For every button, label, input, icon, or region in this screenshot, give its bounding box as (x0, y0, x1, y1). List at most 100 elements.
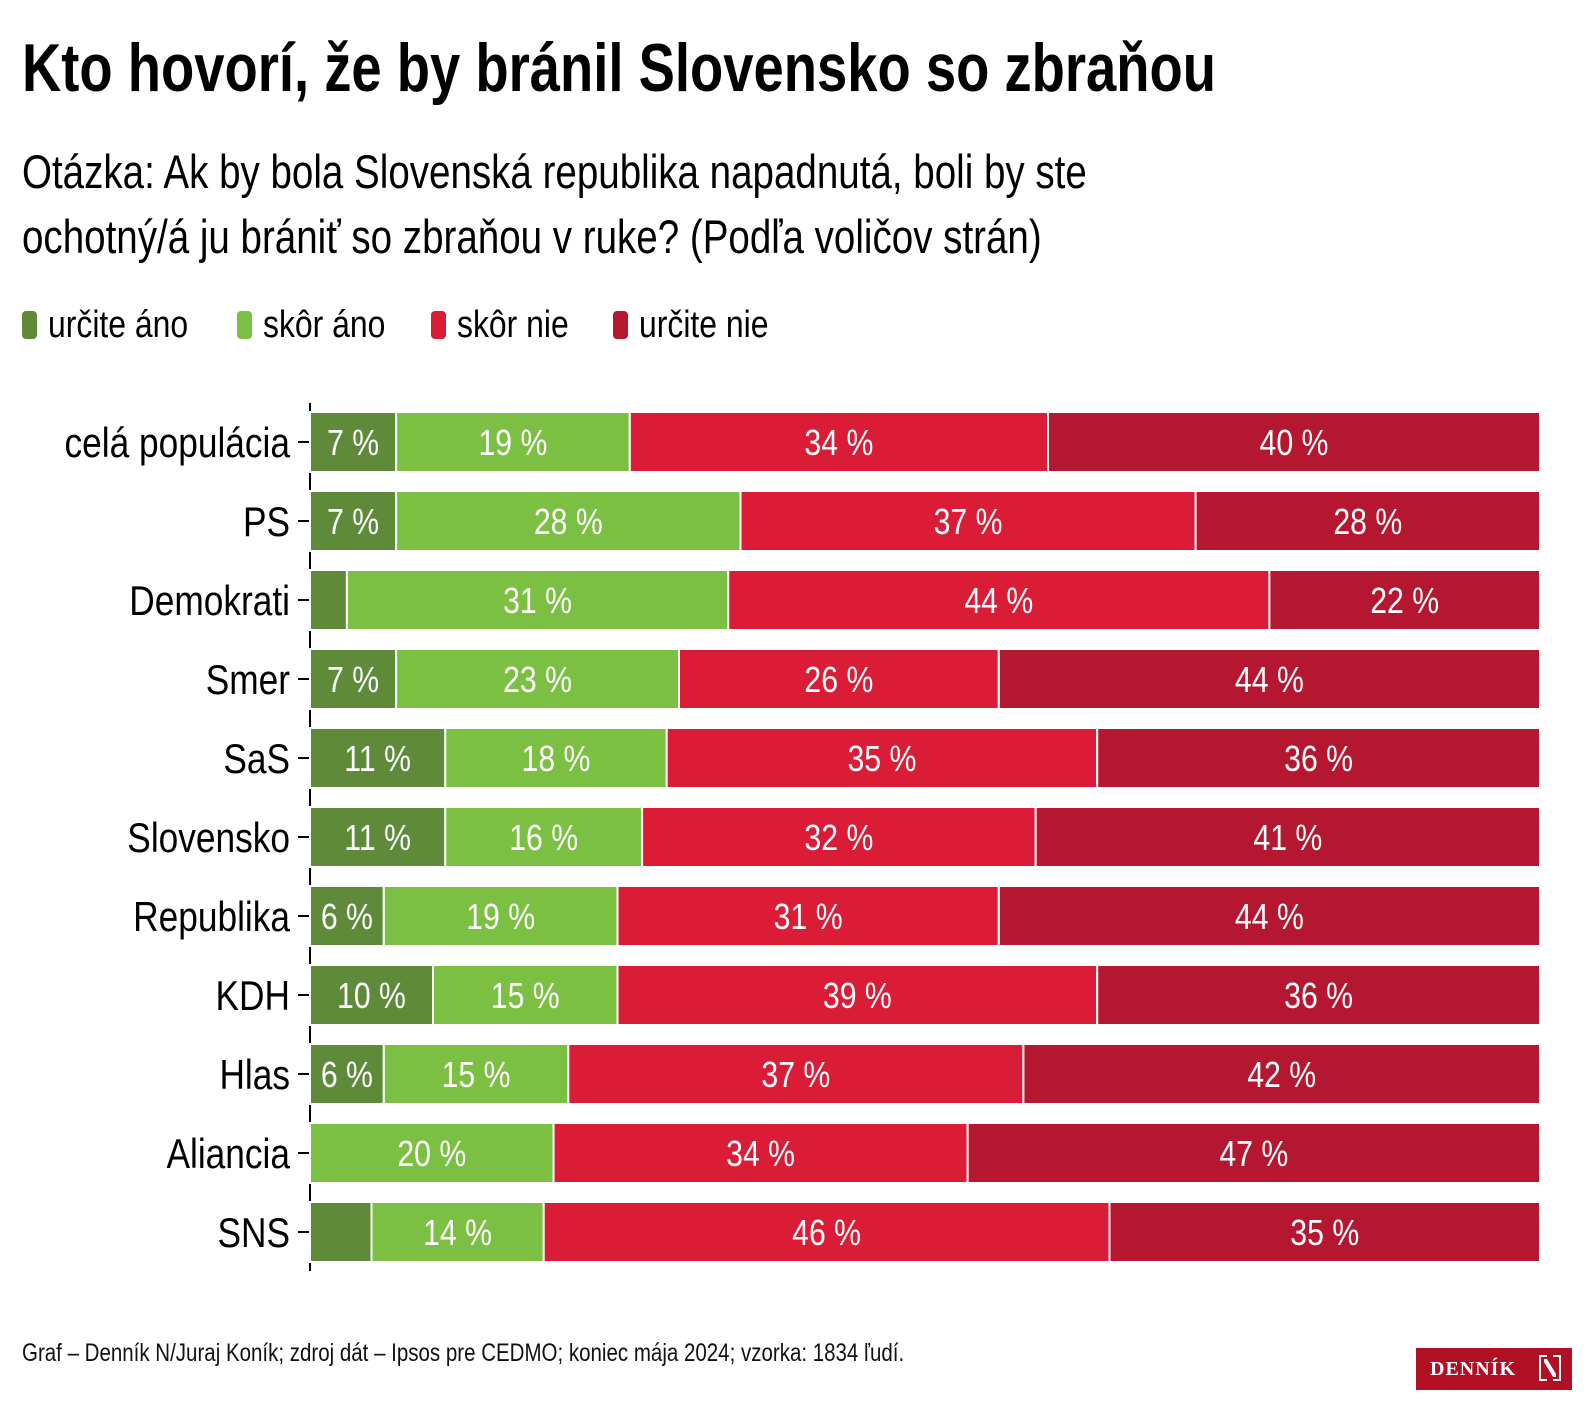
bar-segment (1096, 727, 1541, 789)
bar-segment (1108, 1201, 1541, 1263)
bar-segment (309, 411, 398, 473)
logo-n-mark-icon (1539, 1355, 1561, 1381)
bar-segment (309, 490, 398, 552)
bar-segment (382, 885, 619, 947)
bar-segment (309, 964, 434, 1026)
data-label: 44 % (964, 582, 1033, 622)
data-label: 31 % (774, 898, 843, 938)
data-label: 31 % (503, 582, 572, 622)
category-label: SNS (217, 1210, 290, 1257)
chart-subtitle-line-1: Otázka: Ak by bola Slovenská republika n… (22, 142, 1321, 202)
bar-segment (628, 411, 1049, 473)
data-label: 34 % (804, 424, 873, 464)
legend-label: skôr nie (457, 304, 569, 346)
bar-segment (382, 1043, 570, 1105)
data-label: 47 % (1219, 1135, 1288, 1175)
data-label: 44 % (1235, 661, 1304, 701)
category-label: Republika (133, 894, 290, 941)
bar-segment (1034, 806, 1541, 868)
bar-segment (309, 885, 385, 947)
category-label: PS (243, 499, 290, 546)
legend-label: skôr áno (263, 304, 386, 346)
data-label: 46 % (792, 1214, 861, 1254)
category-label: KDH (216, 973, 290, 1020)
bar-segment (395, 490, 742, 552)
bar-segment (997, 885, 1541, 947)
data-label: 15 % (442, 1056, 511, 1096)
data-label: 28 % (534, 503, 603, 543)
data-label: 36 % (1284, 977, 1353, 1017)
bar-segment (444, 806, 644, 868)
subtitle-text-2: ochotný/á ju brániť so zbraňou v ruke? (… (22, 210, 1042, 263)
bar-segment (727, 569, 1271, 631)
bar-segment (370, 1201, 545, 1263)
category-label: celá populácia (65, 420, 291, 467)
data-label: 36 % (1284, 740, 1353, 780)
bar-segment (542, 1201, 1111, 1263)
data-label: 19 % (466, 898, 535, 938)
category-label: Aliancia (167, 1131, 291, 1178)
data-label: 16 % (509, 819, 578, 859)
dennik-n-logo: DENNÍK (1416, 1348, 1572, 1390)
bar-segment (395, 648, 680, 710)
data-label: 35 % (847, 740, 916, 780)
data-label: 42 % (1247, 1056, 1316, 1096)
bar-segment (309, 806, 447, 868)
category-label: Slovensko (127, 815, 290, 862)
legend-swatch (237, 311, 252, 339)
legend-swatch (431, 311, 446, 339)
bar-segment (309, 1122, 555, 1184)
bar-segment (1022, 1043, 1541, 1105)
legend-label: určite áno (48, 304, 189, 346)
bar-segment (552, 1122, 969, 1184)
data-label: 10 % (337, 977, 406, 1017)
category-label: Hlas (219, 1052, 290, 1099)
data-label: 28 % (1333, 503, 1402, 543)
legend-swatch (613, 311, 628, 339)
data-label: 14 % (423, 1214, 492, 1254)
bar-segment (1096, 964, 1541, 1026)
data-label: 6 % (321, 898, 373, 938)
data-label: 11 % (344, 819, 411, 859)
legend-label: určite nie (639, 304, 769, 346)
data-label: 34 % (726, 1135, 795, 1175)
data-label: 7 % (327, 661, 379, 701)
chart-title-text: Kto hovorí, že by bránil Slovensko so zb… (22, 30, 1216, 106)
data-label: 22 % (1370, 582, 1439, 622)
logo-text: DENNÍK (1430, 1358, 1517, 1380)
bar-segment (309, 1201, 373, 1263)
chart-subtitle-line-2: ochotný/á ju brániť so zbraňou v ruke? (… (22, 207, 1266, 267)
data-label: 7 % (327, 424, 379, 464)
category-label: SaS (223, 736, 290, 783)
bar-segment (395, 411, 631, 473)
legend-swatch (22, 311, 37, 339)
data-label: 39 % (823, 977, 892, 1017)
data-label: 23 % (503, 661, 572, 701)
chart-title: Kto hovorí, že by bránil Slovensko so zb… (22, 28, 1514, 108)
subtitle-text-1: Otázka: Ak by bola Slovenská republika n… (22, 145, 1087, 198)
stacked-bar-chart: celá populácia 7 % 19 % 34 % 40 % PS 7 % 28 % 37… (65, 403, 1542, 1271)
data-label: 40 % (1260, 424, 1329, 464)
bar-segment (309, 727, 447, 789)
bar-segment (309, 569, 348, 631)
data-label: 18 % (522, 740, 591, 780)
data-label: 26 % (804, 661, 873, 701)
source-footer: Graf – Denník N/Juraj Koník; zdroj dát –… (22, 1335, 1098, 1371)
data-label: 32 % (804, 819, 873, 859)
data-label: 7 % (327, 503, 379, 543)
category-label: Smer (206, 657, 290, 704)
data-label: 41 % (1253, 819, 1322, 859)
bar-segment (616, 964, 1099, 1026)
data-label: 20 % (397, 1135, 466, 1175)
category-label: Demokrati (129, 578, 290, 625)
data-label: 15 % (491, 977, 560, 1017)
data-label: 37 % (761, 1056, 830, 1096)
data-label: 6 % (321, 1056, 373, 1096)
bar-segment (309, 648, 398, 710)
data-label: 44 % (1235, 898, 1304, 938)
data-label: 19 % (478, 424, 547, 464)
bar-segment (1268, 569, 1542, 631)
data-label: 11 % (344, 740, 411, 780)
data-label: 35 % (1290, 1214, 1359, 1254)
data-label: 37 % (934, 503, 1003, 543)
